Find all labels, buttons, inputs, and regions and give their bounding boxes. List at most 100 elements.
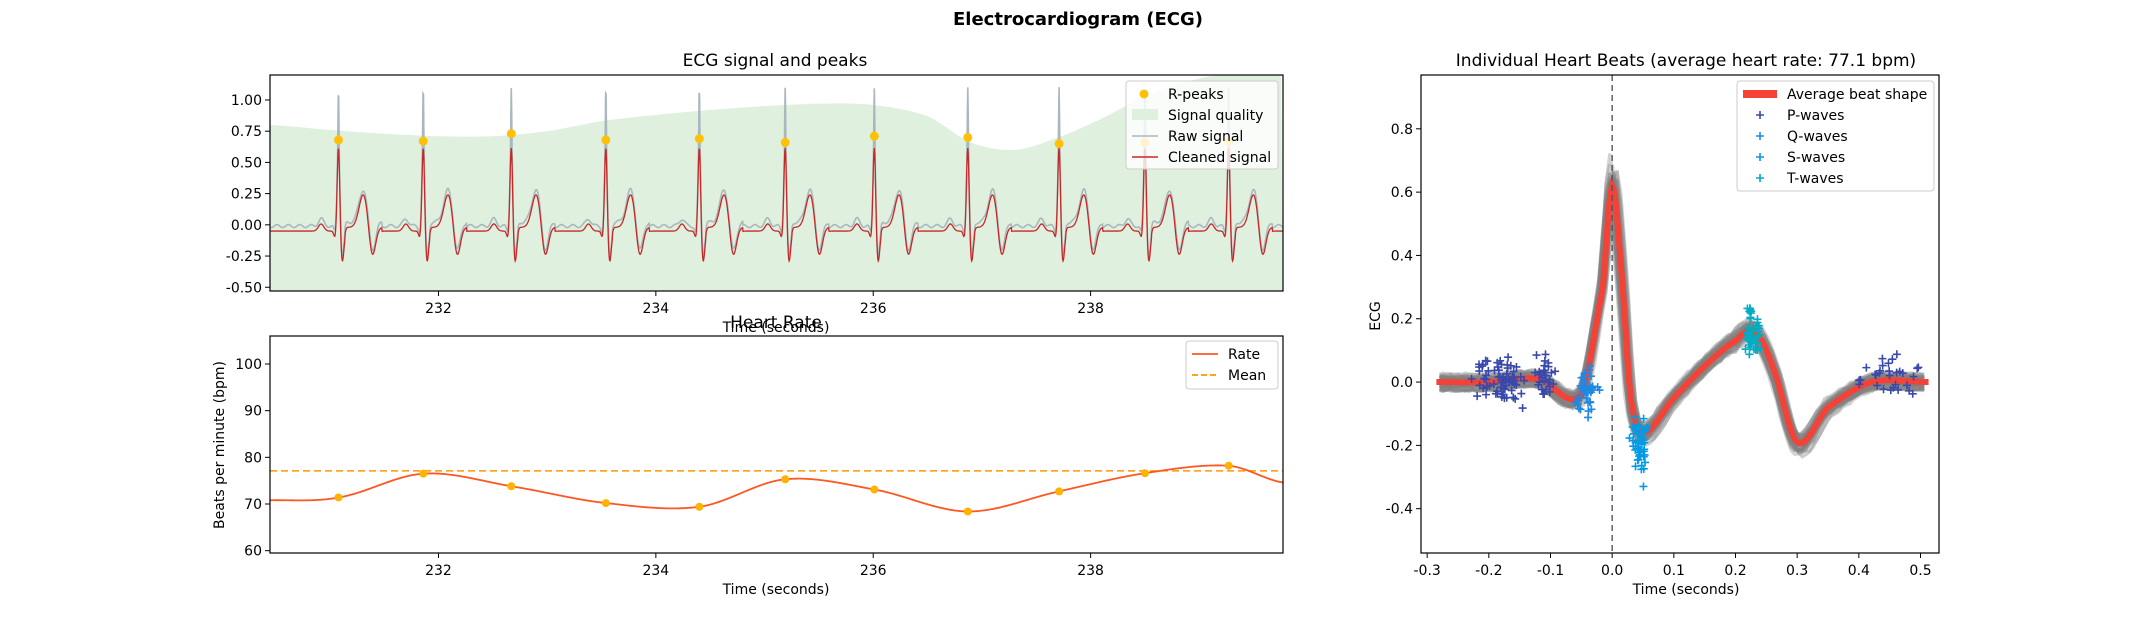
q-waves-marker [1584,413,1593,422]
q-waves-marker [1578,384,1587,393]
s-waves-marker [1640,425,1649,434]
heart-beats-panel-title: Individual Heart Beats (average heart ra… [1456,51,1916,71]
s-waves-marker [1634,455,1643,464]
ecg-panel-xlabel: Time (seconds) [722,320,830,336]
p-waves-marker [1895,367,1904,376]
individual-beat-line [1439,192,1925,444]
legend-signal-quality-swatch [1132,109,1158,120]
s-waves-marker [1639,414,1648,423]
heart-rate-legend: Rate Mean [1185,340,1279,390]
t-waves-marker [1753,315,1762,324]
heart-rate-point [1224,461,1233,470]
beats-ytick-label: 0.4 [1391,248,1413,264]
p-waves-marker [1532,351,1541,360]
q-waves-marker [1585,397,1594,406]
s-waves-marker [1639,482,1648,491]
q-waves-marker [1573,400,1582,409]
beats-xtick-label: -0.1 [1537,563,1564,579]
p-waves-marker [1891,380,1900,389]
p-waves-marker [1856,375,1865,384]
t-waves-marker [1741,345,1750,354]
individual-beat-line [1439,171,1925,438]
beats-xtick-label: 0.1 [1663,563,1685,579]
s-waves-marker [1633,422,1642,431]
p-waves-marker [1540,356,1549,365]
heart-rate-panel: 232 234 236 238 60 70 80 90 100 Heart Rate Time … [212,313,1284,598]
individual-beat-line [1439,164,1925,457]
heart-rate-panel-ylabel: Beats per minute (bpm) [212,361,228,529]
individual-beat-line [1439,180,1925,437]
p-waves-marker [1483,357,1492,366]
t-waves-marker [1748,332,1757,341]
ecg-ytick-label: 0.50 [231,155,262,171]
legend-label: Raw signal [1168,129,1243,145]
beats-xtick-label: 0.3 [1786,563,1808,579]
legend-wave-label: T-waves [1786,171,1844,187]
heart-rate-point [695,502,704,511]
individual-beat-line [1439,176,1925,459]
individual-beat-line [1439,176,1925,456]
p-waves-marker [1886,386,1895,395]
r-peak-point [506,129,516,139]
individual-beat-line [1439,178,1925,446]
rate-xtick-label: 236 [860,563,887,579]
individual-beat-line [1438,153,1925,452]
individual-beat-line [1439,177,1925,446]
rate-xtick-label: 232 [425,563,452,579]
legend-r-peaks-marker [1139,89,1149,99]
p-waves-marker [1507,386,1516,395]
p-waves-marker [1551,367,1560,376]
s-waves-marker [1629,442,1638,451]
p-waves-marker [1475,367,1484,376]
heart-rate-point [507,482,516,491]
beats-xtick-label: 0.2 [1724,563,1746,579]
p-waves-marker [1482,390,1491,399]
s-waves-marker [1631,462,1640,471]
ecg-panel-frame [269,74,1284,292]
p-waves-marker [1544,378,1553,387]
t-waves-marker [1749,345,1758,354]
legend-label: R-peaks [1168,87,1224,103]
p-waves-marker [1534,380,1543,389]
individual-beat-line [1439,213,1925,448]
p-waves-marker [1909,372,1918,381]
individual-beat-line [1439,196,1925,453]
beats-ytick-label: -0.2 [1386,438,1413,454]
legend-average-beat-label: Average beat shape [1787,87,1927,103]
heart-rate-point [870,485,879,494]
p-waves-marker [1892,350,1901,359]
legend-wave-label: S-waves [1787,150,1845,166]
individual-beat-line [1438,176,1925,437]
beats-ytick-label: 0.2 [1391,312,1413,328]
s-waves-marker [1637,465,1646,474]
individual-beat-line [1438,190,1925,453]
heart-beats-panel-ylabel: ECG [1368,301,1384,330]
p-waves-marker [1498,373,1507,382]
q-waves-marker [1585,365,1594,374]
s-waves-marker [1637,436,1646,445]
individual-beat-line [1439,174,1925,449]
individual-beat-line [1439,191,1925,452]
ecg-legend-box [1125,80,1279,170]
r-peak-point [418,136,428,146]
individual-beat-line [1439,198,1925,446]
p-waves-marker [1482,382,1491,391]
p-waves-marker [1878,361,1887,370]
p-waves-marker [1902,381,1911,390]
heart-rate-panel-xlabel: Time (seconds) [722,582,830,598]
legend-wave-marker [1756,174,1764,182]
p-waves-marker [1520,376,1529,385]
rate-ytick-label: 70 [244,497,262,513]
legend-wave-marker [1756,111,1764,119]
individual-beat-line [1439,174,1925,440]
heart-rate-panel-title: Heart Rate [730,313,822,333]
ecg-signal-panel: ECG signal and peaks 232 234 236 238 -0.50 -0… [226,51,1284,336]
rate-ytick-label: 100 [235,357,262,373]
rate-xtick-label: 234 [642,563,669,579]
ecg-xtick-label: 236 [860,301,887,317]
ecg-ytick-label: -0.50 [226,280,262,296]
heart-beats-legend-box [1736,80,1935,192]
beats-xtick-label: -0.3 [1414,563,1441,579]
beats-ytick-label: -0.4 [1386,502,1413,518]
heart-beats-panel: Individual Heart Beats (average heart ra… [1368,51,1940,598]
